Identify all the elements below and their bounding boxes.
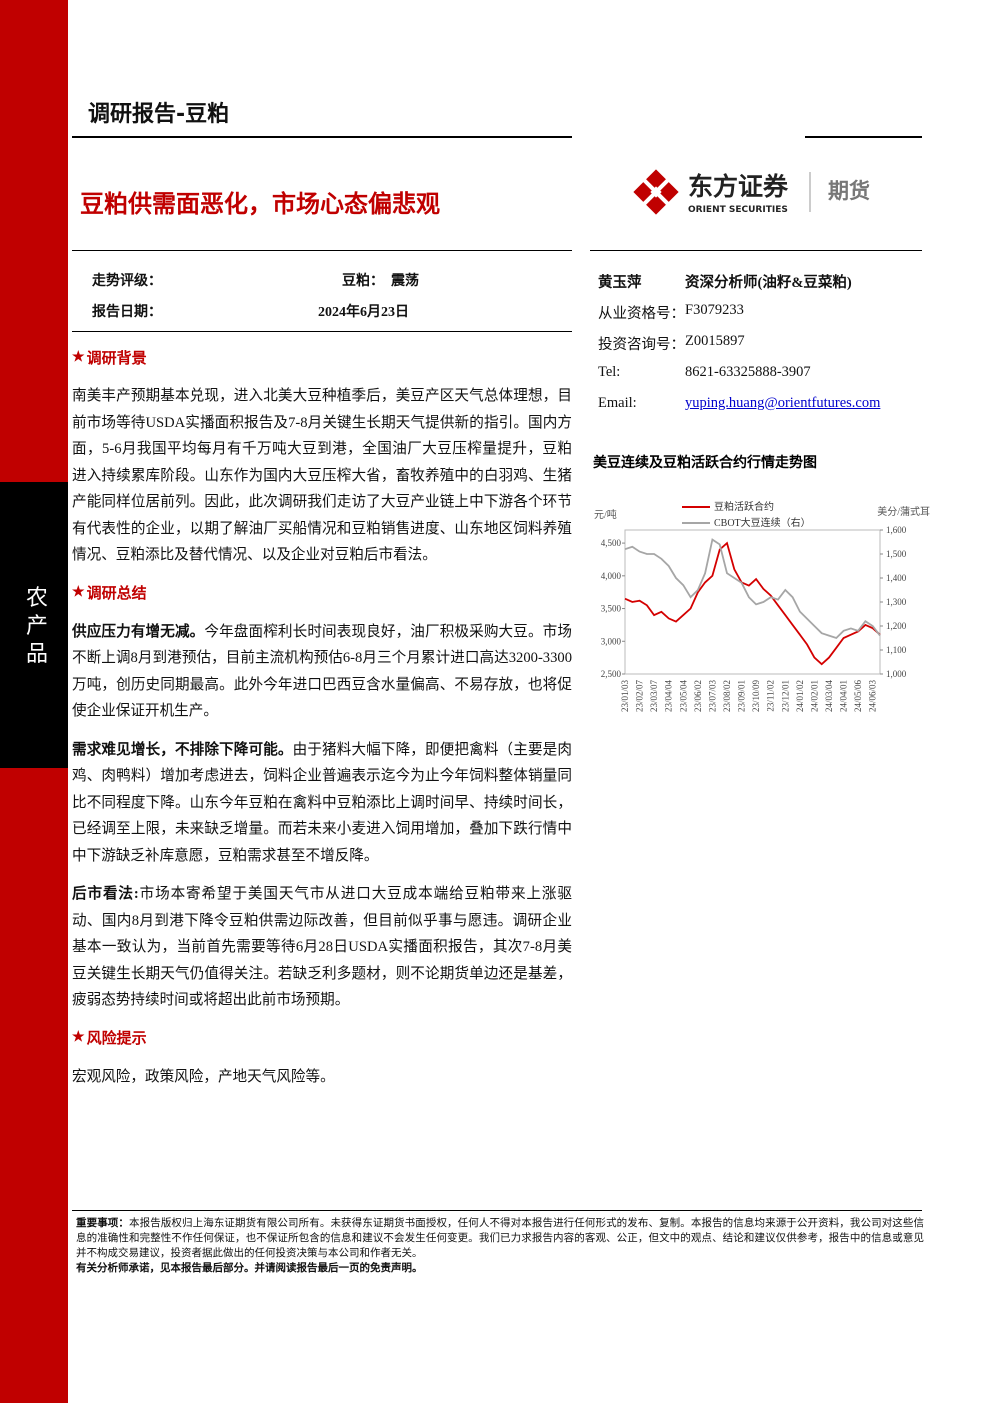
y-tick-label: 3,000 [601,636,622,646]
paragraph: 宏观风险，政策风险，产地天气风险等。 [72,1064,572,1091]
analyst-field-value: Z0015897 [685,333,745,349]
star-icon: ★ [72,585,85,600]
y2-tick-label: 1,600 [886,525,907,535]
body-column: ★ 调研背景 南美丰产预期基本兑现，进入北美大豆种植季后，美豆产区天气总体理想，目前… [72,345,572,1102]
x-tick-label: 23/01/03 [620,680,630,713]
paragraph: 需求难见增长，不排除下降可能。由于猪料大幅下降，即便把禽料（主要是肉鸡、肉鸭料）… [72,737,572,870]
y2-axis-label: 美分/蒲式耳 [877,505,930,518]
logo-division: 期货 [828,179,870,203]
rule [72,136,572,138]
disclaimer-note: 有关分析师承诺，见本报告最后部分。并请阅读报告最后一页的免责声明。 [76,1263,423,1274]
series-line [624,541,881,666]
y-axis-label: 元/吨 [594,508,617,521]
analyst-field-label: 投资咨询号： [598,337,685,353]
paragraph-text: 南美丰产预期基本兑现，进入北美大豆种植季后，美豆产区天气总体理想，目前市场等待U… [72,388,572,563]
x-tick-label: 23/03/07 [649,680,659,713]
y2-tick-label: 1,000 [886,669,907,679]
disclaimer: 重要事项：本报告版权归上海东证期货有限公司所有。未获得东证期货书面授权，任何人不… [76,1216,924,1276]
paragraph-text: 今年盘面榨利长时间表现良好，油厂积极采购大豆。市场不断上调8月到港预估，目前主流… [72,623,572,720]
paragraph-text: 宏观风险，政策风险，产地天气风险等。 [72,1068,335,1085]
analyst-field-value: 8621-63325888-3907 [685,364,811,380]
meta-label: 报告日期： [92,305,162,320]
x-tick-label: 24/06/03 [868,680,878,713]
x-tick-label: 23/06/02 [693,680,703,712]
y2-tick-label: 1,400 [886,573,907,583]
logo: 东方证券 ORIENT SECURITIES 期货 [633,169,870,215]
paragraph: 南美丰产预期基本兑现，进入北美大豆种植季后，美豆产区天气总体理想，目前市场等待U… [72,383,572,569]
series-line [624,538,881,640]
rule [805,136,922,138]
analyst-field-value: F3079233 [685,302,744,318]
rule [72,331,572,332]
y-tick-label: 4,500 [601,538,622,548]
x-tick-label: 24/03/04 [824,680,834,713]
disclaimer-lead: 重要事项： [76,1218,130,1229]
chart: 美豆连续及豆粕活跃合约行情走势图 元/吨 美分/蒲式耳 2,500 3,000 3,… [593,454,930,713]
y-tick-label: 3,500 [601,604,622,614]
star-icon: ★ [72,1030,85,1045]
report-title: 豆粕供需面恶化，市场心态偏悲观 [80,190,440,218]
x-tick-label: 24/04/01 [839,680,849,712]
logo-english: ORIENT SECURITIES [688,205,788,215]
x-tick-label: 24/05/06 [853,680,863,713]
section-heading: ★ 风险提示 [72,1026,572,1050]
x-tick-label: 23/09/01 [737,680,747,712]
side-band [0,482,68,768]
analyst-field-label: Email: [598,395,637,411]
legend-label: CBOT大豆连续（右） [714,516,811,529]
x-tick-label: 24/02/01 [809,680,819,712]
paragraph: 后市看法:市场本寄希望于美国天气市从进口大豆成本端给豆粕带来上涨驱动、国内8月到… [72,881,572,1014]
side-label: 农产品 [26,586,49,667]
y2-tick-label: 1,500 [886,549,907,559]
y2-tick-label: 1,100 [886,645,907,655]
y-tick-label: 4,000 [601,571,622,581]
report-type: 调研报告-豆粕 [88,102,230,127]
analyst-title: 资深分析师(油籽&豆菜粕) [685,275,852,291]
x-tick-label: 23/04/04 [664,680,674,713]
section-heading: ★ 调研总结 [72,581,572,605]
y-tick-label: 2,500 [601,669,622,679]
x-tick-label: 24/01/02 [795,680,805,712]
section-heading-text: 调研总结 [86,586,147,602]
y2-tick-label: 1,300 [886,597,907,607]
analyst-field-label: 从业资格号： [598,306,685,322]
paragraph-text: 市场本寄希望于美国天气市从进口大豆成本端给豆粕带来上涨驱动、国内8月到港下降令豆… [72,886,572,1008]
section-heading: ★ 调研背景 [72,345,572,369]
rule [72,250,572,251]
analyst-field-label: Tel: [598,364,621,380]
star-icon: ★ [72,349,85,365]
x-tick-label: 23/05/04 [678,680,688,713]
paragraph-text: 由于猪料大幅下降，即便把禽料（主要是肉鸡、肉鸭料）增加考虑进去，饲料企业普遍表示… [72,741,572,864]
x-tick-label: 23/08/02 [722,680,732,712]
section-heading-text: 风险提示 [86,1031,147,1047]
rule [72,1210,922,1211]
y2-tick-label: 1,200 [886,621,907,631]
meta-value: 豆粕： 震荡 [342,274,419,289]
paragraph-lead: 后市看法: [72,886,139,902]
chart-title: 美豆连续及豆粕活跃合约行情走势图 [593,454,817,471]
paragraph: 供应压力有增无减。今年盘面榨利长时间表现良好，油厂积极采购大豆。市场不断上调8月… [72,619,572,725]
paragraph-lead: 需求难见增长，不排除下降可能。 [72,741,293,758]
paragraph-lead: 供应压力有增无减。 [72,623,205,640]
rule [590,250,922,251]
x-tick-label: 23/10/09 [751,680,761,713]
x-tick-label: 23/07/03 [707,680,717,713]
x-tick-label: 23/11/02 [766,680,776,712]
x-tick-label: 23/02/07 [635,680,645,713]
section-heading-text: 调研背景 [86,350,147,367]
analyst-name: 黄玉萍 [598,275,642,291]
logo-name: 东方证券 [688,172,789,201]
analyst-field-value[interactable]: yuping.huang@orientfutures.com [685,395,881,411]
legend-label: 豆粕活跃合约 [714,500,774,513]
disclaimer-text: 本报告版权归上海东证期货有限公司所有。未获得东证期货书面授权，任何人不得对本报告… [76,1218,925,1259]
meta-label: 走势评级： [92,274,162,289]
meta-value: 2024年6月23日 [318,305,409,320]
x-tick-label: 23/12/01 [780,680,790,712]
